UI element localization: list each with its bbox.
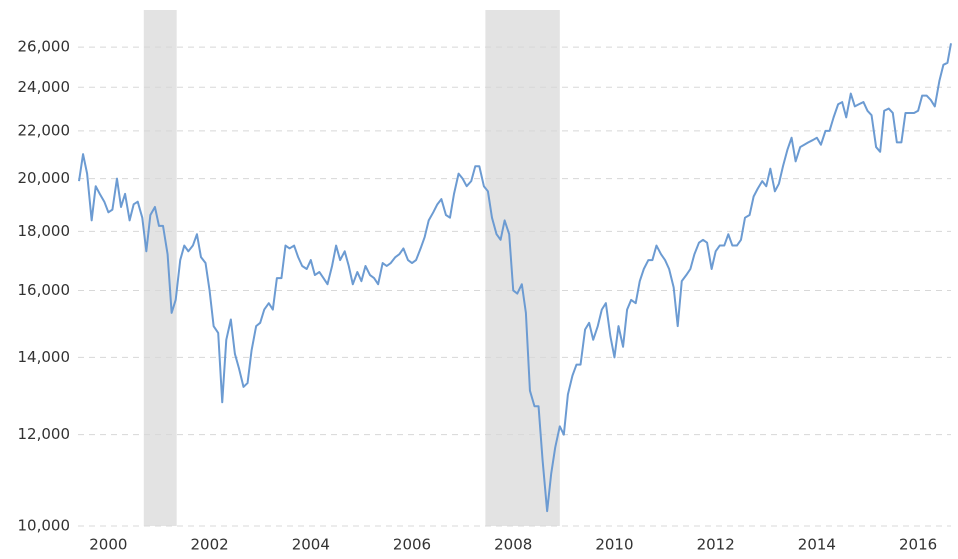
x-tick-label: 2016 <box>899 536 937 554</box>
y-tick-label: 14,000 <box>18 348 71 366</box>
data-line <box>78 43 952 513</box>
x-tick-label: 2004 <box>292 536 330 554</box>
x-tick-label: 2010 <box>595 536 633 554</box>
x-tick-label: 2006 <box>393 536 431 554</box>
y-tick-label: 16,000 <box>18 281 71 299</box>
x-tick-label: 2000 <box>89 536 127 554</box>
x-tick-label: 2008 <box>494 536 532 554</box>
x-tick-label: 2012 <box>697 536 735 554</box>
y-tick-label: 24,000 <box>18 78 71 96</box>
y-tick-label: 12,000 <box>18 425 71 443</box>
recession-band <box>143 10 177 526</box>
y-tick-label: 20,000 <box>18 169 71 187</box>
y-tick-label: 22,000 <box>18 121 71 139</box>
x-tick-label: 2002 <box>190 536 228 554</box>
recession-band <box>485 10 560 526</box>
y-tick-label: 10,000 <box>18 517 71 535</box>
y-tick-label: 18,000 <box>18 222 71 240</box>
x-tick-label: 2014 <box>798 536 836 554</box>
y-tick-label: 26,000 <box>18 38 71 56</box>
